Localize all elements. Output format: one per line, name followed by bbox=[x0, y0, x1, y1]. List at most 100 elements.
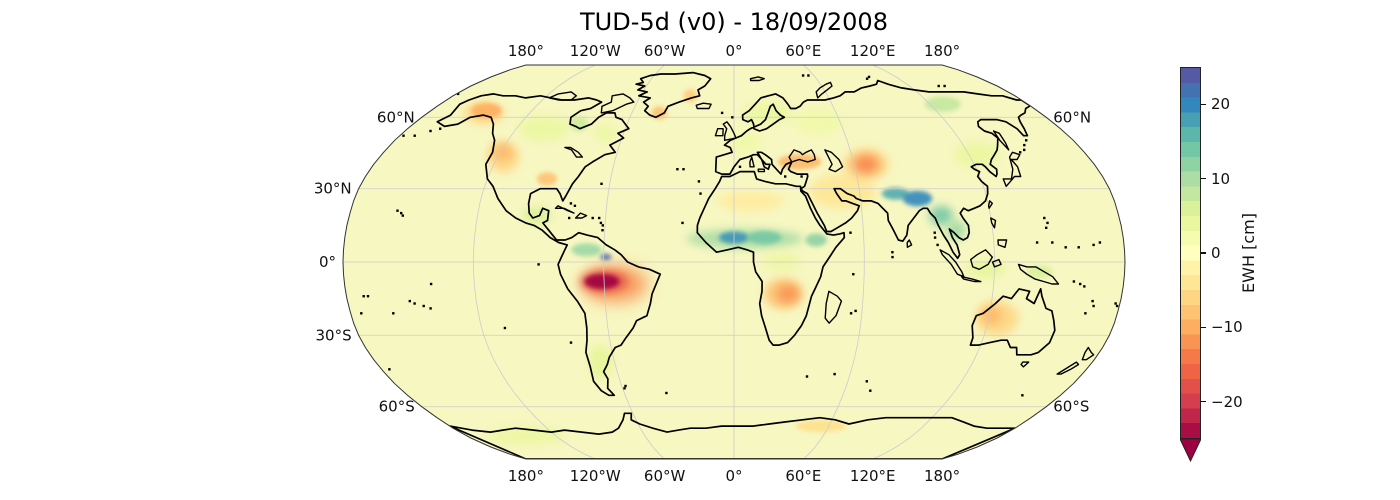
coastline-africa bbox=[696, 170, 846, 346]
coastline-victoria-island bbox=[548, 91, 577, 101]
lat-tick-label-left: 30°N bbox=[314, 180, 352, 198]
island-dot bbox=[865, 77, 869, 80]
island-dot bbox=[429, 129, 432, 133]
lon-tick-label-top: 120°W bbox=[570, 42, 621, 60]
anomaly-alaska-dry-core bbox=[471, 103, 502, 119]
island-dot bbox=[569, 341, 573, 344]
lon-tick-label-bottom: 120°W bbox=[570, 467, 621, 485]
island-dot bbox=[362, 295, 365, 298]
anomaly-east-antarctica-dry bbox=[795, 420, 847, 433]
lat-tick-label-left: 0° bbox=[319, 253, 336, 271]
island-dot bbox=[591, 216, 594, 220]
coastline-java bbox=[960, 276, 982, 283]
island-dot bbox=[408, 299, 411, 303]
coastline-japan bbox=[1002, 151, 1022, 187]
island-dot bbox=[1064, 246, 1067, 249]
island-dot bbox=[891, 255, 894, 259]
lat-tick-label-left: 30°S bbox=[316, 326, 352, 344]
island-dot bbox=[503, 326, 507, 330]
meridian-line bbox=[872, 65, 996, 459]
coastline-tasmania bbox=[1020, 361, 1030, 368]
colorbar-tick-label: 0 bbox=[1211, 244, 1221, 262]
island-dot bbox=[568, 216, 571, 220]
island-dot bbox=[1051, 241, 1054, 244]
island-dot bbox=[439, 127, 442, 130]
island-dot bbox=[1115, 304, 1119, 308]
anomaly-himalaya-wet-west bbox=[881, 187, 910, 200]
anomaly-amazon-dry-core bbox=[584, 274, 620, 289]
island-dot bbox=[401, 214, 404, 217]
coastline-new-zealand-south bbox=[1056, 361, 1080, 375]
anomaly-canada-interior-wet bbox=[518, 115, 569, 142]
island-dot bbox=[537, 263, 540, 266]
coastline-madagascar bbox=[824, 290, 843, 324]
anomaly-indonesia-wet bbox=[966, 260, 1006, 279]
island-dot bbox=[933, 236, 937, 239]
coastline-caspian-sea bbox=[824, 149, 844, 173]
anomaly-hudson-bay-wet bbox=[570, 116, 588, 132]
lat-tick-label-right: 60°S bbox=[1053, 398, 1089, 416]
lat-tick-label-right: 60°N bbox=[1053, 108, 1091, 126]
lon-tick-label-top: 180° bbox=[508, 42, 544, 60]
colorbar-tick-label: −10 bbox=[1211, 318, 1243, 337]
island-dot bbox=[807, 74, 810, 77]
anomaly-layer bbox=[463, 89, 1053, 445]
coastline-americas bbox=[436, 93, 662, 397]
island-dot bbox=[731, 116, 734, 119]
coastline-greenland bbox=[635, 71, 712, 119]
island-dot bbox=[1098, 241, 1102, 244]
island-dot bbox=[1077, 246, 1080, 249]
anomaly-himalaya-wet-mid bbox=[902, 190, 933, 207]
island-dot bbox=[800, 175, 803, 178]
island-dot bbox=[738, 165, 742, 168]
island-dot bbox=[865, 380, 868, 383]
coastline-novaya-zemlya bbox=[815, 81, 833, 99]
anomaly-venezuela-wet bbox=[571, 243, 602, 257]
lon-tick-label-bottom: 0° bbox=[725, 467, 742, 485]
meridian-line bbox=[603, 65, 665, 459]
island-dot bbox=[623, 387, 626, 390]
lon-tick-label-top: 60°E bbox=[785, 42, 821, 60]
island-dot bbox=[1025, 139, 1028, 142]
anomaly-southeast-us-dry bbox=[536, 172, 558, 186]
anomaly-central-asia-dry-core bbox=[854, 155, 879, 174]
island-dot bbox=[601, 224, 604, 227]
coastline-sicily bbox=[757, 168, 766, 173]
colorbar bbox=[1180, 67, 1201, 439]
coastline-sri-lanka bbox=[906, 239, 913, 248]
lon-tick-label-top: 60°W bbox=[644, 42, 686, 60]
island-dot bbox=[833, 372, 836, 376]
colorbar-tick-mark bbox=[1201, 326, 1206, 329]
colorbar-tick-mark bbox=[1201, 401, 1206, 403]
colorbar-tick-mark bbox=[1201, 252, 1206, 254]
island-dot bbox=[943, 84, 946, 88]
coastline-antarctica bbox=[448, 412, 1016, 459]
island-dot bbox=[682, 168, 685, 171]
island-dot bbox=[936, 243, 939, 247]
island-dots bbox=[360, 74, 1119, 397]
island-dot bbox=[1035, 241, 1039, 244]
coastline-taiwan bbox=[987, 200, 993, 209]
island-dot bbox=[867, 75, 871, 79]
map-boundary bbox=[342, 64, 1126, 460]
anomaly-west-europe-wet bbox=[728, 131, 763, 154]
lon-tick-label-bottom: 120°E bbox=[850, 467, 896, 485]
island-dot bbox=[422, 304, 425, 308]
anomaly-ethiopia-wet bbox=[805, 233, 827, 247]
coastline-mindanao bbox=[997, 239, 1008, 248]
island-dot bbox=[1045, 226, 1048, 229]
coastline-svalbard bbox=[749, 76, 765, 82]
anomaly-north-sahara-dry bbox=[717, 190, 785, 212]
anomaly-patagonia-wet bbox=[588, 344, 613, 380]
colorbar-tick-label: 10 bbox=[1211, 169, 1231, 188]
lat-tick-label-left: 60°S bbox=[379, 398, 415, 416]
lon-tick-label-bottom: 60°W bbox=[644, 467, 686, 485]
island-dot bbox=[681, 221, 684, 225]
island-dot bbox=[1092, 243, 1095, 247]
coastline-sardinia bbox=[749, 156, 755, 168]
lat-tick-label-left: 60°N bbox=[377, 108, 415, 126]
island-dot bbox=[366, 295, 370, 298]
island-dot bbox=[429, 282, 433, 286]
coastline-hispaniola bbox=[574, 212, 588, 219]
